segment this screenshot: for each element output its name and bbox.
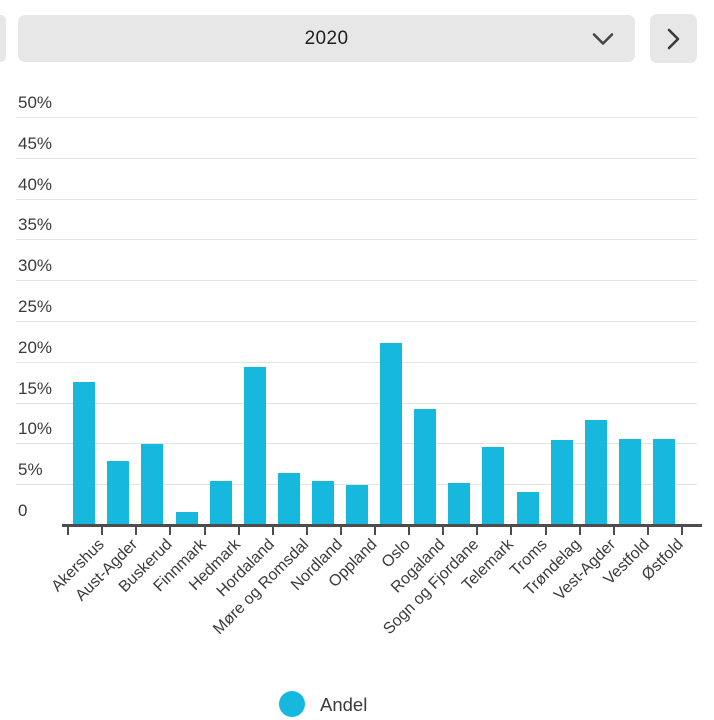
gridline-30	[16, 280, 697, 282]
gridline-20	[16, 361, 697, 363]
bar-ostfold[interactable]	[652, 438, 675, 525]
y-axis-label-15: 15%	[18, 378, 53, 398]
x-axis-tick	[510, 527, 513, 535]
x-axis-tick	[442, 527, 445, 535]
chevron-right-icon	[667, 28, 680, 50]
x-axis-line	[62, 524, 702, 527]
x-axis-tick	[271, 527, 274, 535]
bar-more-og-romsdal[interactable]	[277, 472, 300, 525]
y-axis-label-25: 25%	[18, 297, 53, 316]
y-axis-label-50: 50%	[18, 93, 53, 112]
x-axis-tick	[476, 527, 479, 535]
x-axis-tick	[101, 527, 104, 535]
y-axis-label-30: 30%	[18, 256, 53, 276]
gridline-40	[16, 198, 697, 200]
gridline-5	[16, 484, 697, 486]
chevron-down-icon	[592, 32, 614, 45]
bar-oppland[interactable]	[346, 485, 368, 525]
bar-telemark[interactable]	[482, 447, 505, 525]
x-axis-tick	[305, 527, 308, 535]
gridline-10	[16, 443, 697, 445]
x-axis-tick	[544, 527, 547, 535]
y-axis-label-5: 5%	[18, 460, 43, 480]
y-axis-label-45: 45%	[18, 133, 53, 153]
next-year-button[interactable]	[650, 14, 697, 63]
y-axis-label-40: 40%	[18, 174, 53, 194]
y-axis-label-0: 0	[18, 501, 28, 520]
bar-akershus[interactable]	[73, 382, 96, 525]
x-axis-tick	[646, 527, 649, 535]
bar-oslo[interactable]	[380, 343, 403, 525]
x-axis-tick	[612, 527, 615, 535]
legend-marker-andel	[279, 691, 305, 717]
bar-rogaland[interactable]	[414, 409, 437, 525]
bar-buskerud[interactable]	[141, 444, 164, 525]
x-axis-tick	[67, 527, 70, 535]
x-axis-tick	[237, 527, 240, 535]
x-axis-tick	[374, 527, 377, 535]
bar-finnmark[interactable]	[175, 511, 198, 525]
legend-label-andel: Andel	[320, 694, 368, 715]
x-axis-tick	[339, 527, 342, 535]
bar-vestfold[interactable]	[618, 439, 641, 525]
bar-nordland[interactable]	[311, 480, 334, 525]
previous-year-button[interactable]	[0, 15, 6, 62]
gridline-15	[16, 402, 697, 404]
year-dropdown[interactable]: 2020	[18, 15, 635, 62]
gridline-25	[16, 321, 697, 322]
gridline-45	[16, 157, 697, 159]
bar-aust-agder[interactable]	[107, 461, 130, 525]
gridline-50	[16, 117, 697, 118]
gridline-35	[16, 239, 697, 241]
bar-troms[interactable]	[516, 492, 539, 525]
y-axis-label-35: 35%	[18, 215, 53, 235]
x-axis-tick	[135, 527, 138, 535]
bar-trondelag[interactable]	[550, 440, 573, 525]
bar-hedmark[interactable]	[209, 480, 232, 525]
x-axis-tick	[203, 527, 206, 535]
bar-vest-agder[interactable]	[584, 419, 607, 525]
x-axis-tick	[408, 527, 411, 535]
x-axis-tick	[680, 527, 683, 535]
x-axis-tick	[169, 527, 172, 535]
bar-sogn-og-fjordane[interactable]	[448, 483, 471, 525]
bar-hordaland[interactable]	[243, 366, 266, 525]
y-axis-label-10: 10%	[18, 419, 53, 439]
y-axis-label-20: 20%	[18, 337, 53, 357]
year-dropdown-value: 2020	[304, 27, 349, 49]
x-axis-tick	[578, 527, 581, 535]
